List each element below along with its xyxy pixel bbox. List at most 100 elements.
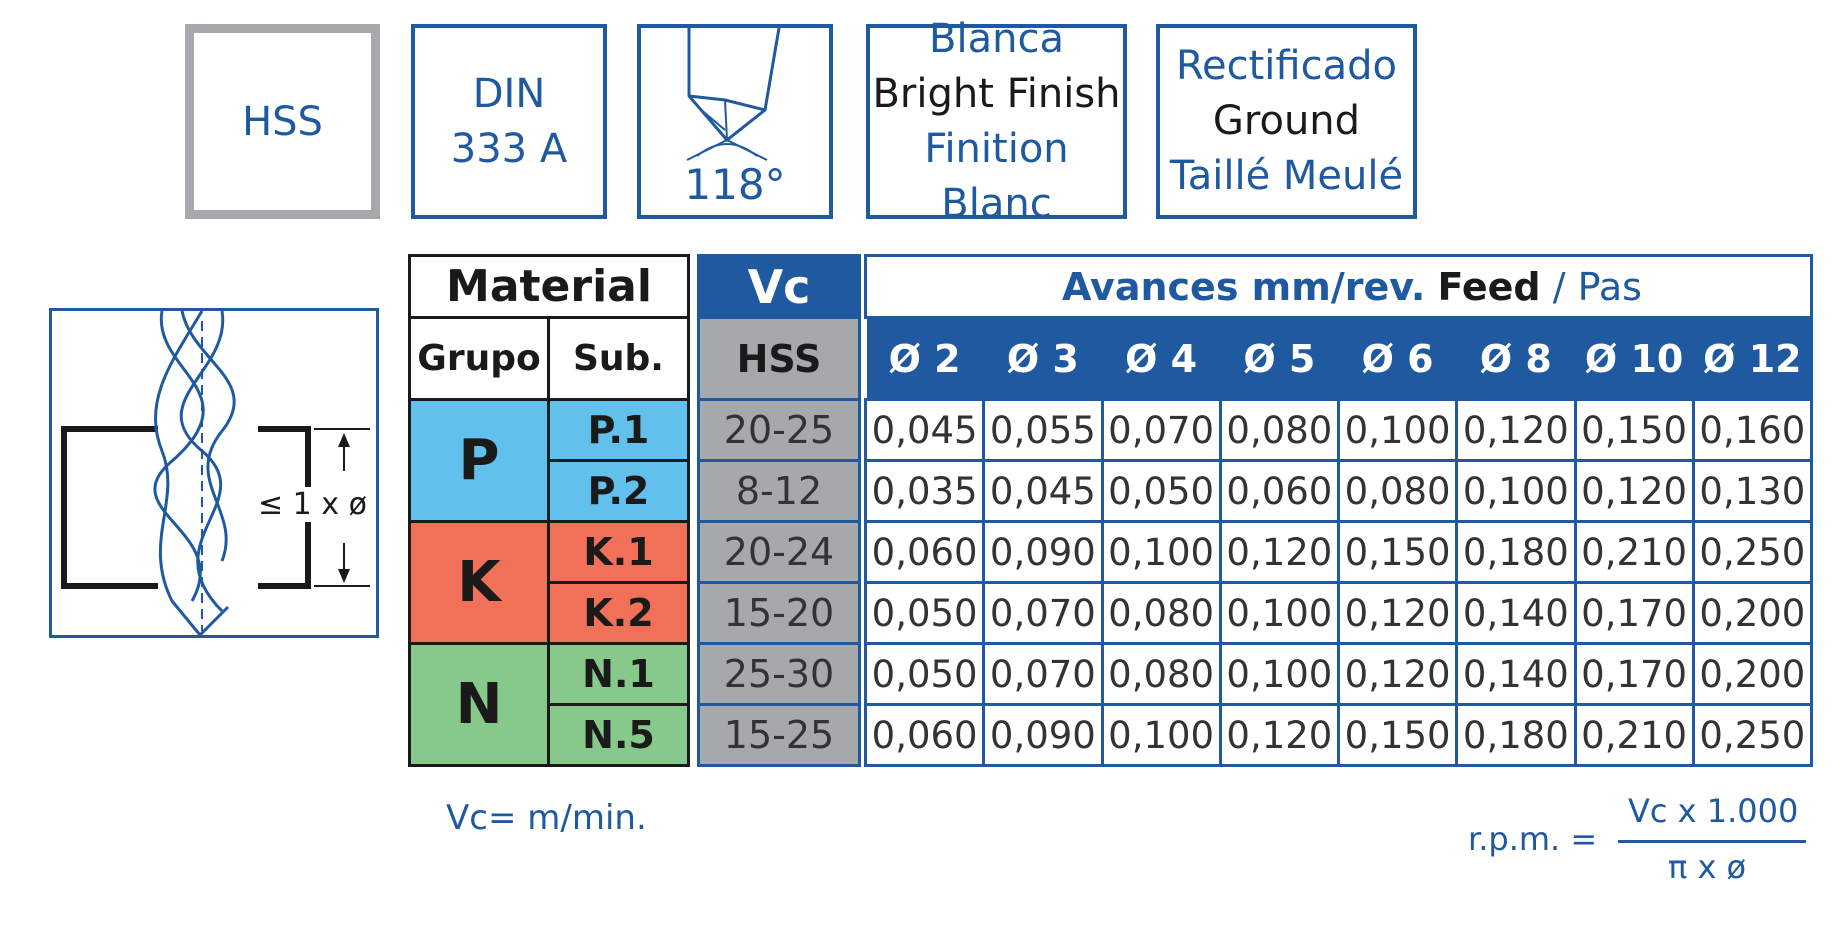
- feed-title-en: Feed: [1437, 264, 1541, 309]
- group-n: N: [408, 642, 550, 767]
- feed-cell: 0,150: [1573, 398, 1695, 462]
- feed-cell: 0,200: [1691, 642, 1814, 706]
- feed-cell: 0,140: [1455, 642, 1577, 706]
- drill-point-icon: [686, 28, 781, 161]
- finish-box: Blanca Bright Finish Finition Blanc: [866, 16, 1127, 227]
- diameter-header: Ø 12: [1691, 316, 1814, 401]
- rpm-label: r.p.m. =: [1468, 820, 1598, 858]
- sub-k1: K.1: [547, 520, 690, 584]
- finish-es: Blanca: [929, 15, 1064, 62]
- feed-cell: 0,055: [982, 398, 1104, 462]
- standard-line2: 333 A: [450, 125, 568, 172]
- feed-cell: 0,100: [1100, 520, 1222, 584]
- feed-cell: 0,210: [1573, 520, 1695, 584]
- vc-value: 20-24: [697, 520, 861, 584]
- standard-line1: DIN: [472, 70, 546, 117]
- feed-header: Avances mm/rev. Feed / Pas: [864, 254, 1813, 319]
- sub-p2: P.2: [547, 459, 690, 523]
- feed-cell: 0,170: [1573, 581, 1695, 645]
- feed-cell: 0,150: [1336, 520, 1459, 584]
- material-header: Material: [408, 254, 690, 319]
- feed-cell: 0,080: [1336, 459, 1459, 523]
- feed-cell: 0,070: [982, 642, 1104, 706]
- ground-es: Rectificado: [1176, 43, 1397, 89]
- group-header: Grupo: [408, 316, 550, 401]
- ground-fr: Taillé Meulé: [1169, 153, 1404, 199]
- vc-header: Vc: [697, 254, 861, 319]
- feed-cell: 0,250: [1691, 520, 1814, 584]
- feed-cell: 0,045: [863, 398, 986, 462]
- material-table: Material Grupo Sub. P P.1 P.2 K K.1 K.2 …: [408, 254, 690, 767]
- diameter-header: Ø 6: [1336, 316, 1459, 401]
- feed-cell: 0,070: [982, 581, 1104, 645]
- diameter-header: Ø 8: [1455, 316, 1577, 401]
- vc-unit-note: Vc= m/min.: [446, 798, 647, 838]
- feed-cell: 0,050: [863, 642, 986, 706]
- feed-cell: 0,035: [863, 459, 986, 523]
- table-row: 0,045 0,055 0,070 0,080 0,100 0,120 0,15…: [863, 398, 1814, 462]
- rpm-denominator: π x ø: [1668, 848, 1747, 886]
- table-row: 0,060 0,090 0,100 0,120 0,150 0,180 0,21…: [863, 703, 1814, 767]
- feed-title-fr: Pas: [1577, 264, 1642, 309]
- material-box-hss: HSS: [185, 24, 380, 219]
- table-row: 0,050 0,070 0,080 0,100 0,120 0,140 0,17…: [863, 581, 1814, 645]
- diameter-header: Ø 10: [1573, 316, 1695, 401]
- feed-cell: 0,180: [1455, 703, 1577, 767]
- feed-cell: 0,120: [1218, 520, 1341, 584]
- feed-cell: 0,210: [1573, 703, 1695, 767]
- diameter-header: Ø 4: [1100, 316, 1222, 401]
- feed-cell: 0,060: [863, 520, 986, 584]
- feed-cell: 0,060: [863, 703, 986, 767]
- vc-sub-header: HSS: [697, 316, 861, 401]
- feed-cell: 0,080: [1100, 581, 1222, 645]
- feed-title-sep: /: [1552, 264, 1566, 309]
- rpm-numerator: Vc x 1.000: [1628, 792, 1799, 830]
- sub-n1: N.1: [547, 642, 690, 706]
- point-angle-box: 118°: [637, 24, 833, 219]
- sub-p1: P.1: [547, 398, 690, 462]
- feed-cell: 0,120: [1336, 581, 1459, 645]
- feed-cell: 0,090: [982, 703, 1104, 767]
- table-row: 0,050 0,070 0,080 0,100 0,120 0,140 0,17…: [863, 642, 1814, 706]
- feed-title-es: Avances mm/rev.: [1062, 264, 1426, 309]
- feed-cell: 0,100: [1100, 703, 1222, 767]
- group-k: K: [408, 520, 550, 645]
- feed-cell: 0,050: [1100, 459, 1222, 523]
- table-row: 0,060 0,090 0,100 0,120 0,150 0,180 0,21…: [863, 520, 1814, 584]
- ground-en: Ground: [1212, 98, 1361, 144]
- vc-value: 15-20: [697, 581, 861, 645]
- vc-value: 25-30: [697, 642, 861, 706]
- standard-box-din: DIN 333 A: [411, 24, 607, 219]
- feed-cell: 0,120: [1573, 459, 1695, 523]
- feed-cell: 0,100: [1218, 581, 1341, 645]
- feed-cell: 0,130: [1691, 459, 1814, 523]
- vc-value: 20-25: [697, 398, 861, 462]
- feed-cell: 0,170: [1573, 642, 1695, 706]
- feed-cell: 0,120: [1336, 642, 1459, 706]
- feed-cell: 0,070: [1100, 398, 1222, 462]
- feed-table: Avances mm/rev. Feed / Pas Ø 2 Ø 3 Ø 4 Ø…: [863, 254, 1814, 767]
- feed-cell: 0,060: [1218, 459, 1341, 523]
- group-p: P: [408, 398, 550, 523]
- feed-cell: 0,100: [1218, 642, 1341, 706]
- feed-cell: 0,050: [863, 581, 986, 645]
- feed-cell: 0,045: [982, 459, 1104, 523]
- feed-cell: 0,180: [1455, 520, 1577, 584]
- feed-cell: 0,200: [1691, 581, 1814, 645]
- table-row: 0,035 0,045 0,050 0,060 0,080 0,100 0,12…: [863, 459, 1814, 523]
- vc-value: 15-25: [697, 703, 861, 767]
- sub-n5: N.5: [547, 703, 690, 767]
- vc-value: 8-12: [697, 459, 861, 523]
- finish-en: Bright Finish: [872, 70, 1121, 117]
- feed-cell: 0,080: [1100, 642, 1222, 706]
- feed-cell: 0,120: [1218, 703, 1341, 767]
- diameter-header: Ø 2: [863, 316, 986, 401]
- feed-cell: 0,100: [1455, 459, 1577, 523]
- rpm-formula: r.p.m. = Vc x 1.000 π x ø: [1468, 792, 1808, 897]
- diameter-header: Ø 3: [982, 316, 1104, 401]
- cutting-speed-table: Vc HSS 20-25 8-12 20-24 15-20 25-30 15-2…: [697, 254, 861, 767]
- feed-cell: 0,140: [1455, 581, 1577, 645]
- feed-cell: 0,250: [1691, 703, 1814, 767]
- sub-k2: K.2: [547, 581, 690, 645]
- feed-cell: 0,090: [982, 520, 1104, 584]
